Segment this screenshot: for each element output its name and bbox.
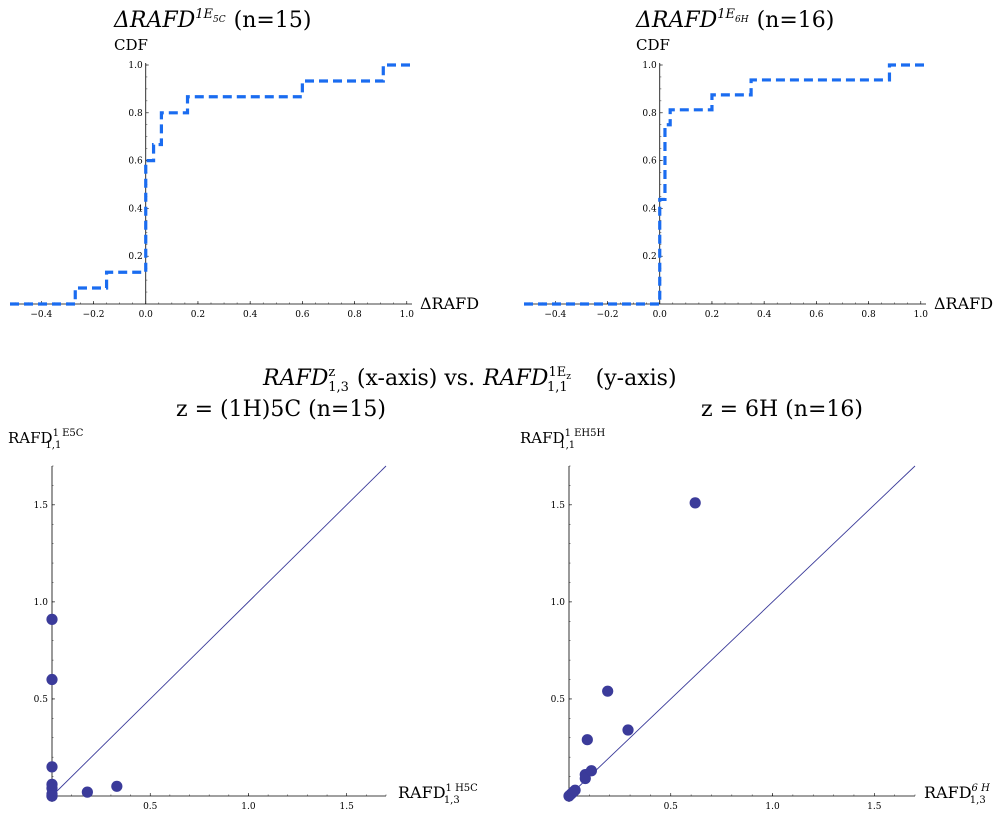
scatter-left-ylabel: RAFD1 E5C 1,1	[8, 428, 84, 451]
y-tick-label: 1.0	[128, 61, 143, 71]
x-tick-label: 0.0	[139, 310, 154, 320]
scatter-right-plot: 0.5 1.0 1.5 0.5 1.0 1.5	[551, 465, 916, 812]
y-tick-label: 0.2	[642, 252, 656, 262]
y-tick-label: 1.0	[34, 598, 49, 608]
scatter-point	[46, 613, 58, 625]
scatter-point	[579, 772, 591, 785]
x-tick-label: −0.2	[83, 310, 105, 320]
x-tick-label: 1.0	[400, 310, 415, 320]
x-tick-label: 0.4	[757, 310, 772, 320]
cdf-left-plot: −0.4 −0.2 0.0 0.2 0.4 0.6 0.8 1.0 0.2 0.4 0.6 0.8 1.…	[10, 61, 414, 320]
scatter-right-xlabel: RAFD6 H 1,3	[924, 783, 990, 806]
cdf-step-line	[524, 63, 926, 306]
x-tick-label: 0.8	[861, 310, 876, 320]
x-tick-label: 1.0	[765, 802, 780, 812]
x-tick-label: 0.2	[191, 310, 205, 320]
cdf-left-ylabel: CDF	[114, 36, 148, 54]
x-tick-label: 0.2	[705, 310, 719, 320]
scatter-point	[46, 673, 58, 686]
x-tick-label: 0.4	[243, 310, 258, 320]
cdf-right-ylabel: CDF	[636, 36, 670, 54]
y-tick-label: 0.5	[551, 695, 566, 705]
x-tick-label: 0.5	[143, 802, 158, 812]
scatter-point	[581, 734, 593, 746]
x-tick-label: 0.6	[295, 310, 310, 320]
cdf-right-plot: −0.4 −0.2 0.0 0.2 0.4 0.6 0.8 1.0 0.2 0.4 0.6 0.8 1.…	[524, 61, 928, 320]
cdf-left-xlabel: ΔRAFD	[420, 294, 479, 313]
scatter-left-title: z = (1H)5C (n=15)	[176, 397, 386, 422]
x-tick-label: 0.5	[664, 802, 679, 812]
scatter-point	[46, 761, 58, 773]
scatter-point	[602, 685, 614, 697]
cdf-right-xlabel: ΔRAFD	[934, 294, 993, 313]
y-tick-label: 1.5	[34, 501, 49, 511]
y-tick-label: 1.0	[551, 598, 566, 608]
identity-line	[568, 465, 916, 797]
scatter-point	[622, 724, 634, 736]
x-tick-label: 1.0	[241, 802, 256, 812]
y-tick-label: 0.8	[128, 109, 143, 119]
y-tick-label: 1.5	[551, 501, 566, 511]
cdf-left-title: ΔRAFD1E5C (n=15)	[113, 7, 311, 33]
scatter-point	[585, 765, 597, 777]
x-tick-label: 1.5	[867, 802, 882, 812]
y-tick-label: 0.5	[34, 695, 49, 705]
y-tick-label: 0.6	[128, 157, 143, 167]
y-tick-label: 1.0	[642, 61, 657, 71]
identity-line	[51, 465, 387, 797]
scatter-right-title: z = 6H (n=16)	[701, 397, 863, 422]
x-tick-label: −0.4	[30, 310, 52, 320]
x-tick-label: 0.6	[809, 310, 824, 320]
scatter-left-xlabel: RAFD1 H5C 1,3	[398, 783, 478, 806]
x-tick-label: 0.8	[347, 310, 362, 320]
scatter-main-title: RAFDz 1,3 (x-axis) vs. RAFD1Ez 1,1 (y-axis)	[262, 365, 677, 395]
scatter-left-plot: 0.5 1.0 1.5 0.5 1.0 1.5	[34, 465, 387, 812]
scatter-right-ylabel: RAFD1 EH5H 1,1	[520, 428, 605, 451]
y-tick-label: 0.8	[642, 109, 657, 119]
scatter-point	[111, 780, 123, 792]
x-tick-label: 1.5	[340, 802, 355, 812]
x-tick-label: −0.2	[597, 310, 619, 320]
cdf-step-line	[10, 63, 412, 306]
y-tick-label: 0.4	[128, 204, 143, 214]
x-tick-label: −0.4	[544, 310, 566, 320]
y-tick-label: 0.4	[642, 204, 657, 214]
scatter-point	[46, 790, 58, 802]
x-tick-label: 1.0	[914, 310, 929, 320]
scatter-point	[569, 784, 581, 796]
cdf-right-title: ΔRAFD1E6H (n=16)	[635, 7, 834, 33]
scatter-point	[689, 497, 701, 509]
y-tick-label: 0.6	[642, 157, 657, 167]
y-tick-label: 0.2	[128, 252, 142, 262]
scatter-point	[81, 786, 93, 798]
x-tick-label: 0.0	[653, 310, 668, 320]
